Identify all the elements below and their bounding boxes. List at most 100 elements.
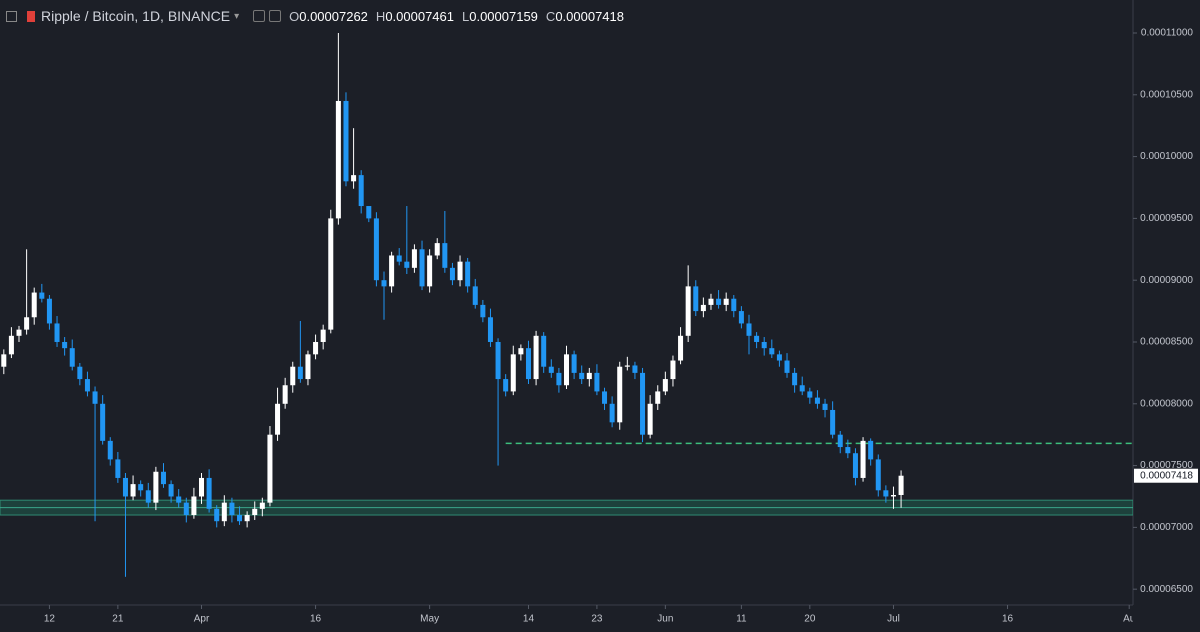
- candle-body: [761, 341, 767, 349]
- candle-body: [860, 440, 866, 478]
- y-tick-label: 0.00008000: [1140, 398, 1193, 409]
- candle-body: [351, 175, 357, 182]
- candle-body: [457, 261, 463, 281]
- x-tick-label: Jun: [657, 614, 673, 625]
- candle-body: [373, 218, 379, 281]
- candle-body: [640, 372, 646, 435]
- candle-body: [115, 459, 121, 478]
- candle-body: [221, 502, 227, 522]
- candle-body: [145, 490, 151, 503]
- candle-body: [138, 484, 144, 491]
- candle-body: [46, 298, 52, 324]
- candle-body: [883, 490, 889, 497]
- candle-body: [830, 409, 836, 435]
- candle-body: [480, 304, 486, 318]
- candle-body: [259, 502, 265, 509]
- candle-body: [898, 475, 904, 495]
- axes: 0.00006500 0.00007000 0.00007500 0.00008000…: [44, 28, 1198, 625]
- candle-body: [244, 515, 250, 522]
- candle-body: [419, 249, 425, 287]
- candle-body: [662, 379, 668, 392]
- settings-icon[interactable]: [269, 10, 282, 22]
- x-tick-label: 20: [804, 614, 816, 625]
- candle-body: [176, 496, 182, 503]
- candle-body: [153, 471, 159, 503]
- candle-body: [275, 403, 281, 435]
- candle-body: [77, 366, 83, 380]
- candle-body: [107, 440, 113, 460]
- y-tick-label: 0.00010500: [1140, 89, 1193, 100]
- candle-body: [389, 255, 395, 287]
- candle-body: [609, 403, 615, 423]
- candle-body: [252, 508, 258, 516]
- candle-body: [100, 403, 106, 441]
- y-tick-label: 0.00011000: [1141, 28, 1194, 39]
- candle-body: [525, 348, 531, 380]
- x-tick-label: 11: [736, 614, 747, 625]
- candle-body: [624, 365, 630, 367]
- candle-body: [632, 365, 638, 373]
- settings-icon[interactable]: [253, 10, 266, 22]
- candle-body: [814, 397, 820, 404]
- y-tick-label: 0.00006500: [1140, 584, 1193, 595]
- header: Ripple / Bitcoin, 1D, BINANCE ▾ O 0.00007…: [6, 8, 624, 24]
- ohlc-key: H: [375, 9, 386, 24]
- candle-body: [328, 218, 334, 330]
- candle-body: [183, 502, 189, 516]
- candle-body: [8, 335, 14, 355]
- last-price-label: 0.00007418: [1140, 470, 1193, 481]
- candle-body: [617, 366, 623, 423]
- dropdown-arrow[interactable]: ▾: [234, 10, 240, 22]
- candle-body: [602, 391, 608, 404]
- candle-body: [92, 391, 98, 404]
- candle-body: [594, 372, 600, 392]
- candle-body: [678, 335, 684, 361]
- y-tick-label: 0.00007500: [1140, 460, 1193, 471]
- candle-body: [313, 341, 319, 355]
- candle-body: [776, 354, 782, 361]
- candle-body: [24, 317, 30, 330]
- candle-body: [69, 348, 75, 367]
- candle-body: [868, 440, 874, 460]
- candle-body: [335, 100, 341, 219]
- candle-body: [708, 298, 714, 305]
- symbol-flag: [27, 10, 35, 22]
- candle-body: [198, 477, 205, 497]
- ohlc-key: O: [289, 9, 300, 24]
- ohlc-value: 0.00007418: [555, 9, 624, 24]
- x-tick-label: Au: [1123, 614, 1135, 625]
- candle-body: [852, 453, 858, 478]
- candle-body: [427, 255, 433, 287]
- candle-body: [404, 261, 410, 268]
- candle-body: [290, 366, 296, 386]
- y-tick-label: 0.00008500: [1140, 337, 1193, 348]
- x-tick-label: 16: [310, 614, 322, 625]
- ohlc-key: C: [545, 9, 556, 24]
- candle-body: [442, 243, 448, 268]
- candle-body: [168, 484, 174, 497]
- candle-body: [39, 292, 45, 299]
- candle-body: [320, 329, 326, 342]
- x-tick-label: 16: [1002, 614, 1014, 625]
- candle-body: [700, 304, 706, 312]
- candle-body: [396, 255, 402, 262]
- candle-body: [214, 508, 220, 522]
- candle-body: [655, 391, 661, 404]
- candle-body: [685, 286, 691, 336]
- candle-body: [411, 249, 417, 268]
- candle-body: [845, 447, 851, 454]
- candle-body: [586, 372, 592, 380]
- candle-body: [571, 354, 577, 373]
- candle-body: [723, 298, 729, 305]
- candle-body: [229, 502, 235, 516]
- y-tick-label: 0.00007000: [1140, 522, 1193, 533]
- candle-body: [548, 366, 554, 373]
- candle-body: [731, 298, 737, 312]
- candle-body: [160, 471, 166, 485]
- symbol-title[interactable]: Ripple / Bitcoin, 1D, BINANCE: [41, 8, 231, 24]
- candle-body: [237, 515, 243, 522]
- candle-body: [495, 341, 501, 380]
- candle-body: [487, 317, 493, 342]
- expand-icon[interactable]: [6, 10, 17, 22]
